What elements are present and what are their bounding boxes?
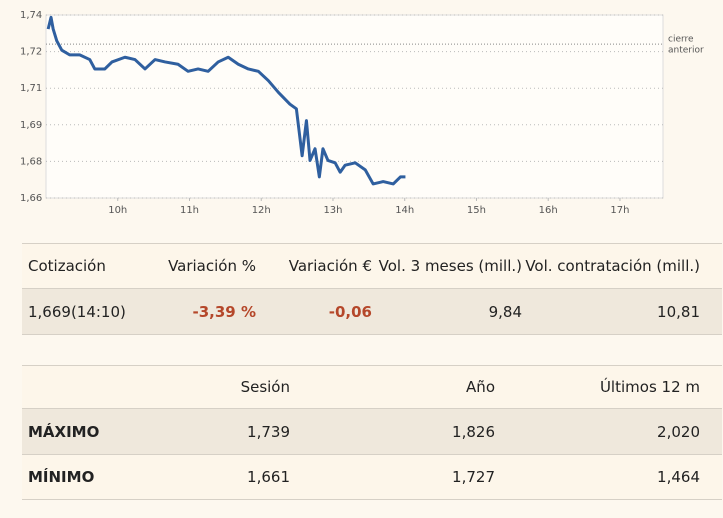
- reference-label: anterior: [668, 46, 704, 56]
- cell: Últimos 12 m: [599, 378, 700, 396]
- table-row: MÁXIMO 1,739 1,826 2,020: [22, 408, 722, 454]
- x-tick-label: 16h: [539, 205, 558, 216]
- y-tick-label: 1,66: [20, 193, 42, 204]
- cell: Sesión: [240, 378, 290, 396]
- y-tick-label: 1,69: [20, 120, 42, 131]
- cell: -3,39 %: [192, 302, 257, 321]
- chart: 1,74 1,72 1,71 1,69 1,68 1,66 10h 11h 12h 13h 14h 1…: [20, 10, 704, 216]
- x-tick-label: 10h: [108, 205, 127, 216]
- cell: Año: [466, 378, 495, 396]
- cell: MÍNIMO: [28, 468, 95, 486]
- y-tick-label: 1,71: [20, 83, 42, 94]
- cell: 1,739: [247, 422, 290, 441]
- cell: 1,727: [452, 468, 495, 486]
- cell: 9,84: [488, 302, 522, 321]
- table-row: 1,669(14:10) -3,39 % -0,06 9,84 10,81: [22, 288, 722, 335]
- cell: Variación €: [288, 257, 372, 275]
- cell: 2,020: [657, 422, 700, 441]
- cell: Vol. 3 meses (mill.): [378, 257, 522, 275]
- cell: 1,669(14:10): [28, 302, 126, 321]
- cell: 1,464: [657, 468, 700, 486]
- price-line: [46, 15, 406, 186]
- x-tick-label: 11h: [180, 205, 199, 216]
- cell: Vol. contratación (mill.): [525, 257, 700, 275]
- cell: -0,06: [328, 302, 372, 321]
- table-row: Sesión Año Últimos 12 m: [22, 365, 722, 408]
- x-tick-label: 13h: [323, 205, 342, 216]
- quote-table: Cotización Variación % Variación € Vol. 3 m…: [22, 243, 722, 335]
- table-row: Cotización Variación % Variación € Vol. 3 m…: [22, 243, 722, 288]
- reference-label: cierre: [668, 35, 694, 45]
- table-row: MÍNIMO 1,661 1,727 1,464: [22, 454, 722, 500]
- x-tick-label: 14h: [395, 205, 414, 216]
- cell: 10,81: [657, 302, 700, 321]
- plot-area: [45, 14, 664, 199]
- cell: 1,661: [247, 468, 290, 486]
- x-tick-label: 15h: [467, 205, 486, 216]
- y-tick-label: 1,74: [20, 10, 42, 21]
- y-tick-label: 1,68: [20, 156, 42, 167]
- cell: MÁXIMO: [28, 422, 100, 441]
- x-tick-label: 12h: [252, 205, 271, 216]
- y-tick-label: 1,72: [20, 47, 42, 58]
- x-tick-label: 17h: [610, 205, 629, 216]
- stats-table: Sesión Año Últimos 12 m MÁXIMO 1,739 1,826 2,0…: [22, 365, 722, 501]
- cell: 1,826: [452, 422, 495, 441]
- cell: Cotización: [28, 257, 106, 275]
- cell: Variación %: [168, 257, 256, 275]
